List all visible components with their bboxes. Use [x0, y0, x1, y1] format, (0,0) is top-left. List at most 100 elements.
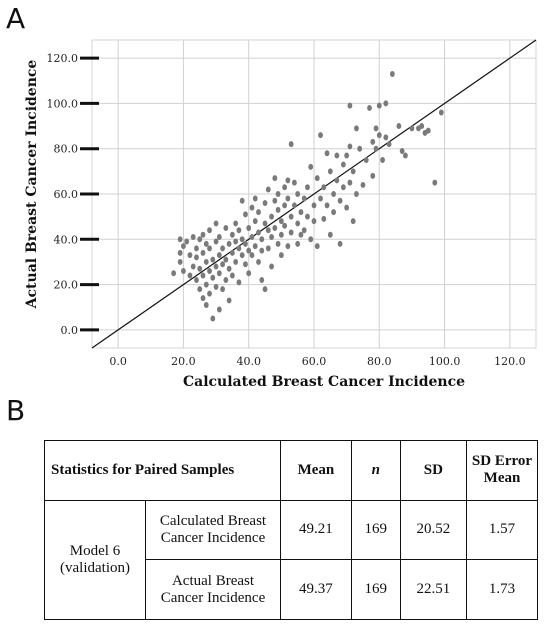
data-point — [256, 258, 261, 265]
data-point — [203, 240, 209, 247]
data-point — [340, 161, 346, 168]
data-point — [239, 252, 245, 259]
y-tick-label: 100.0 — [47, 97, 79, 110]
data-point — [334, 152, 340, 159]
data-point — [243, 240, 248, 247]
data-point — [210, 256, 216, 263]
data-point — [177, 258, 183, 265]
data-point — [295, 240, 301, 247]
data-point — [292, 202, 297, 209]
data-point — [432, 179, 438, 186]
data-point — [233, 220, 239, 227]
data-point — [403, 152, 408, 159]
data-point — [337, 197, 343, 204]
data-point — [367, 104, 372, 111]
data-point — [321, 215, 327, 222]
group-label: Model 6 (validation) — [44, 499, 146, 621]
data-point — [187, 272, 193, 279]
x-tick-label: 120.0 — [494, 355, 526, 368]
data-point — [213, 283, 219, 290]
y-tick-label: 20.0 — [54, 279, 79, 292]
y-tick-label: 0.0 — [61, 324, 79, 337]
data-point — [210, 315, 216, 322]
table-row: Actual Breast Cancer Incidence 49.37 169… — [45, 559, 538, 620]
x-tick-label: 20.0 — [171, 355, 196, 368]
data-point — [376, 132, 382, 139]
panel-label-a: A — [6, 2, 26, 35]
y-tick-label: 40.0 — [54, 233, 79, 246]
data-point — [327, 168, 333, 175]
y-axis-title: Actual Breast Cancer Incidence — [24, 60, 40, 310]
data-point — [203, 281, 209, 288]
data-point — [177, 249, 183, 256]
cell-sd: 20.52 — [399, 499, 468, 561]
data-point — [292, 179, 297, 186]
data-point — [220, 245, 225, 252]
data-point — [275, 191, 281, 197]
data-point — [259, 247, 265, 254]
header-sd: SD — [399, 440, 468, 501]
data-point — [272, 224, 278, 231]
data-point — [314, 175, 320, 182]
data-point — [354, 191, 359, 197]
data-point — [252, 243, 258, 250]
data-point — [194, 254, 199, 261]
data-point — [243, 261, 248, 268]
scatter-chart: 0.0 20.0 40.0 60.0 80.0 100.0 120.0 0.0 20.0 40.0… — [24, 39, 537, 390]
data-point — [194, 245, 199, 252]
data-point — [239, 197, 245, 204]
data-point — [197, 265, 203, 272]
cell-mean: 49.37 — [280, 559, 352, 620]
data-point — [331, 191, 336, 197]
data-point — [337, 240, 343, 247]
data-point — [246, 224, 252, 231]
data-point — [239, 236, 245, 243]
data-point — [350, 218, 356, 225]
data-point — [298, 231, 304, 238]
data-point — [249, 234, 255, 241]
data-point — [207, 268, 212, 274]
data-point — [347, 102, 353, 109]
data-point — [298, 209, 304, 216]
data-point — [213, 263, 219, 270]
tick-layer: 0.0 20.0 40.0 60.0 80.0 100.0 120.0 0.0 20.0 40.0… — [47, 52, 526, 368]
data-point — [288, 229, 294, 236]
data-point — [203, 258, 209, 265]
data-point — [370, 138, 376, 145]
table-header-row: Statistics for Paired Samples Mean n SD … — [44, 440, 538, 501]
data-point — [252, 218, 258, 225]
data-point — [282, 184, 288, 191]
data-point — [272, 197, 278, 204]
data-point — [386, 141, 392, 148]
data-point — [256, 229, 261, 236]
data-point — [278, 252, 284, 259]
y-tick-label: 80.0 — [54, 143, 79, 156]
data-point — [357, 145, 363, 152]
data-point — [249, 252, 255, 259]
data-point — [229, 272, 235, 279]
data-point — [200, 272, 206, 279]
data-point — [262, 220, 268, 227]
data-point — [216, 306, 222, 313]
data-point — [197, 286, 203, 293]
table-title: Statistics for Paired Samples — [44, 440, 281, 501]
data-point — [213, 220, 219, 227]
scatter-chart-svg: 0.0 20.0 40.0 60.0 80.0 100.0 120.0 0.0 20.0 40.0… — [24, 39, 537, 390]
data-point — [383, 100, 389, 107]
data-point — [373, 125, 379, 132]
data-point — [354, 125, 359, 132]
data-point — [223, 277, 229, 284]
data-point — [220, 261, 225, 268]
data-point — [288, 213, 294, 220]
header-mean: Mean — [280, 440, 352, 501]
data-point — [311, 218, 317, 225]
data-point — [370, 172, 376, 179]
table-row: Model 6 (validation) Calculated Breast C… — [44, 499, 538, 621]
data-point — [226, 297, 232, 304]
data-point — [200, 295, 206, 302]
data-point — [318, 132, 323, 139]
data-point — [210, 274, 216, 281]
x-axis-title: Calculated Breast Cancer Incidence — [183, 374, 465, 390]
data-point — [252, 195, 258, 202]
row-label: Actual Breast Cancer Incidence — [145, 559, 281, 620]
